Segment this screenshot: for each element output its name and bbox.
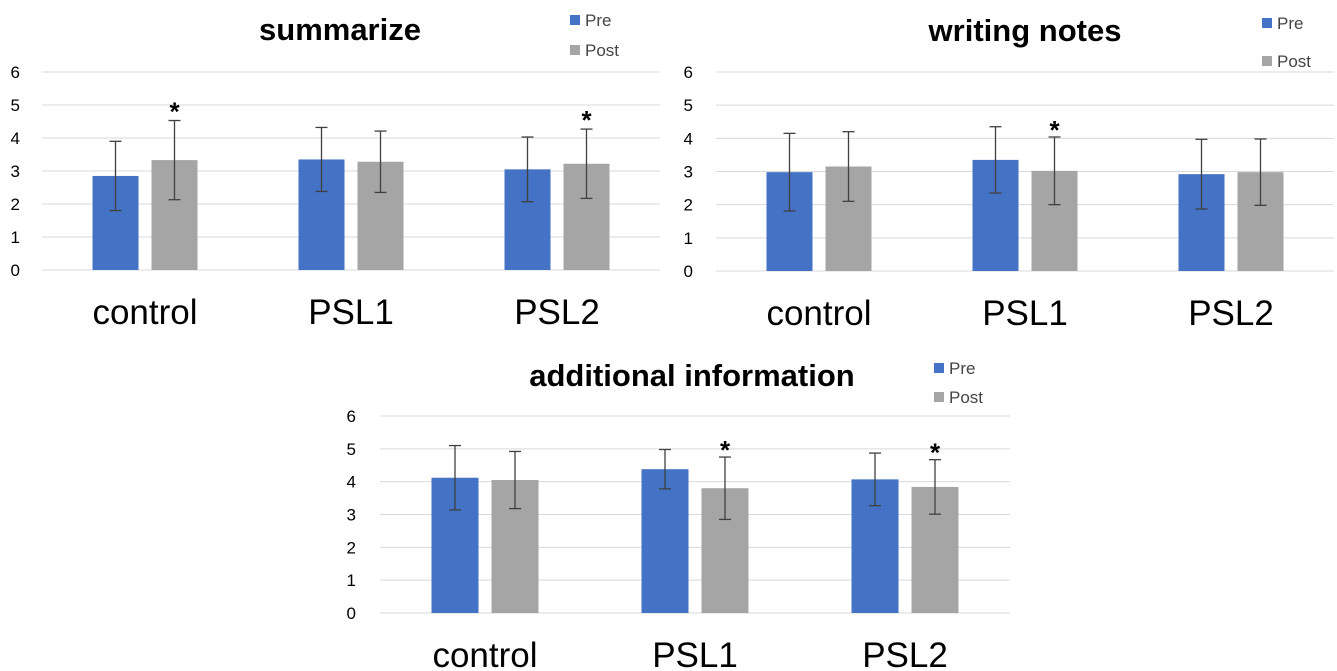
y-tick-label: 2	[347, 538, 356, 557]
bar-pre	[641, 469, 689, 613]
category-label: PSL1	[982, 294, 1068, 333]
category-label: PSL2	[514, 293, 600, 332]
legend-label-post: Post	[585, 41, 619, 60]
legend-swatch-pre	[1262, 18, 1272, 28]
y-tick-label: 3	[11, 162, 20, 181]
y-tick-label: 6	[684, 63, 693, 82]
chart-title: summarize	[259, 12, 421, 47]
chart-title: additional information	[529, 358, 855, 393]
legend-swatch-post	[570, 45, 580, 55]
y-tick-label: 6	[11, 63, 20, 82]
legend-swatch-post	[934, 392, 944, 402]
significance-star: *	[720, 435, 731, 465]
y-tick-label: 1	[11, 228, 20, 247]
legend-swatch-post	[1262, 56, 1272, 66]
y-tick-label: 3	[684, 163, 693, 182]
significance-star: *	[930, 438, 941, 468]
y-tick-label: 4	[684, 129, 693, 148]
y-tick-label: 2	[684, 196, 693, 215]
legend-label-pre: Pre	[1277, 14, 1303, 33]
legend-label-post: Post	[949, 388, 983, 407]
chart-panel-1: 0 1 2 3 4 5 6 writing notes control PSL1 PSL2 * Pre P…	[684, 13, 1334, 333]
chart-title: writing notes	[928, 13, 1122, 48]
legend-label-pre: Pre	[949, 359, 975, 378]
category-label: control	[432, 636, 537, 671]
category-label: PSL1	[308, 293, 394, 332]
category-label: control	[92, 293, 197, 332]
category-label: PSL2	[1188, 294, 1274, 333]
y-tick-label: 5	[684, 96, 693, 115]
y-tick-label: 4	[347, 473, 356, 492]
y-tick-label: 4	[11, 129, 20, 148]
significance-star: *	[1049, 115, 1060, 145]
y-tick-label: 3	[347, 506, 356, 525]
legend-label-pre: Pre	[585, 11, 611, 30]
category-label: PSL2	[862, 636, 948, 671]
y-tick-label: 6	[347, 407, 356, 426]
category-label: control	[766, 294, 871, 333]
chart-panel-2: 0 1 2 3 4 5 6 additional information control PSL1…	[347, 358, 1010, 671]
y-tick-label: 1	[347, 571, 356, 590]
y-tick-label: 0	[11, 261, 20, 280]
legend-swatch-pre	[934, 363, 944, 373]
significance-star: *	[169, 97, 180, 127]
legend-swatch-pre	[570, 15, 580, 25]
y-tick-label: 0	[347, 604, 356, 623]
significance-star: *	[581, 105, 592, 135]
y-tick-label: 5	[11, 96, 20, 115]
y-tick-label: 5	[347, 440, 356, 459]
y-tick-label: 0	[684, 262, 693, 281]
y-tick-label: 1	[684, 229, 693, 248]
y-tick-label: 2	[11, 195, 20, 214]
legend-label-post: Post	[1277, 52, 1311, 71]
category-label: PSL1	[652, 636, 738, 671]
chart-panel-0: 0 1 2 3 4 5 6 summarize control PSL1 PSL2 * * Pre Post	[11, 11, 660, 332]
